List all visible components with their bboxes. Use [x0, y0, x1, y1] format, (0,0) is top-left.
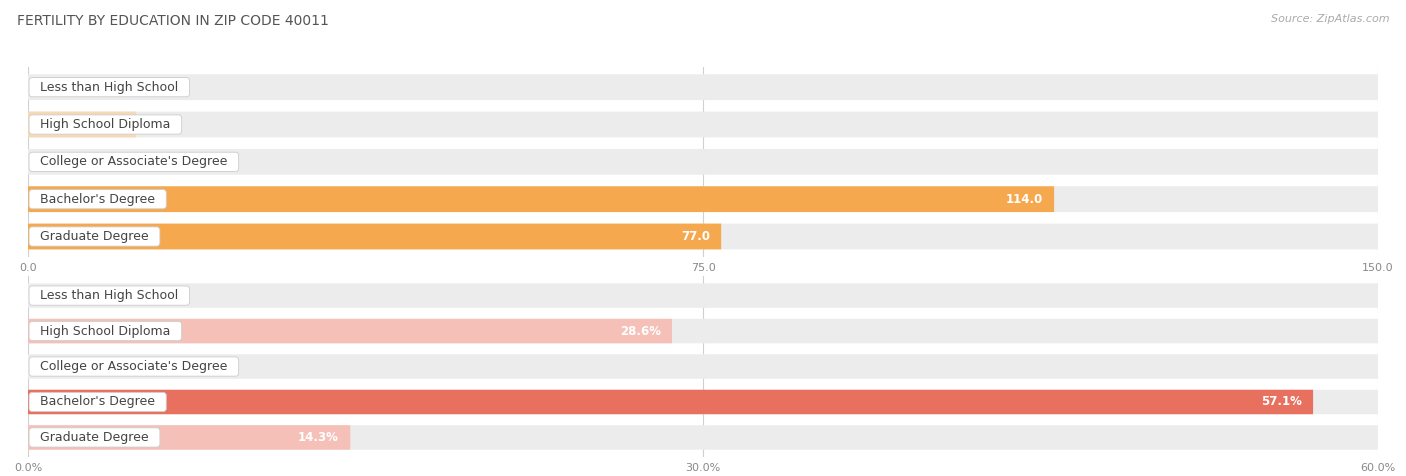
- FancyBboxPatch shape: [28, 425, 1378, 450]
- FancyBboxPatch shape: [28, 186, 1378, 212]
- Text: High School Diploma: High School Diploma: [32, 325, 179, 337]
- FancyBboxPatch shape: [28, 112, 136, 138]
- Text: 57.1%: 57.1%: [1261, 396, 1302, 408]
- FancyBboxPatch shape: [28, 283, 1378, 308]
- FancyBboxPatch shape: [28, 224, 721, 249]
- Text: College or Associate's Degree: College or Associate's Degree: [32, 155, 236, 169]
- Text: 0.0: 0.0: [42, 80, 60, 94]
- Text: 77.0: 77.0: [681, 230, 710, 243]
- Text: Source: ZipAtlas.com: Source: ZipAtlas.com: [1271, 14, 1389, 24]
- Text: 14.3%: 14.3%: [298, 431, 339, 444]
- Text: FERTILITY BY EDUCATION IN ZIP CODE 40011: FERTILITY BY EDUCATION IN ZIP CODE 40011: [17, 14, 329, 28]
- FancyBboxPatch shape: [28, 74, 1378, 100]
- FancyBboxPatch shape: [28, 390, 1313, 414]
- Text: Less than High School: Less than High School: [32, 80, 187, 94]
- FancyBboxPatch shape: [28, 354, 1378, 379]
- Text: Less than High School: Less than High School: [32, 289, 187, 302]
- FancyBboxPatch shape: [28, 319, 1378, 343]
- FancyBboxPatch shape: [28, 224, 1378, 249]
- FancyBboxPatch shape: [28, 149, 1378, 175]
- Text: 12.0: 12.0: [149, 118, 176, 131]
- Text: Graduate Degree: Graduate Degree: [32, 431, 157, 444]
- Text: Graduate Degree: Graduate Degree: [32, 230, 157, 243]
- Text: 0.0%: 0.0%: [42, 360, 72, 373]
- Text: 0.0: 0.0: [42, 155, 60, 169]
- Text: Bachelor's Degree: Bachelor's Degree: [32, 396, 163, 408]
- FancyBboxPatch shape: [28, 390, 1378, 414]
- Text: 114.0: 114.0: [1005, 193, 1043, 206]
- FancyBboxPatch shape: [28, 186, 1054, 212]
- Text: College or Associate's Degree: College or Associate's Degree: [32, 360, 236, 373]
- FancyBboxPatch shape: [28, 425, 350, 450]
- FancyBboxPatch shape: [28, 112, 1378, 138]
- Text: Bachelor's Degree: Bachelor's Degree: [32, 193, 163, 206]
- Text: 0.0%: 0.0%: [42, 289, 72, 302]
- Text: High School Diploma: High School Diploma: [32, 118, 179, 131]
- Text: 28.6%: 28.6%: [620, 325, 661, 337]
- FancyBboxPatch shape: [28, 319, 672, 343]
